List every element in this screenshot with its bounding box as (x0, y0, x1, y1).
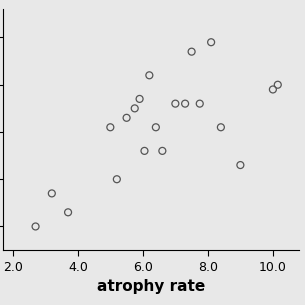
Point (275, 82, 280, 87)
Point (114, 177, 119, 182)
Point (49, 191, 54, 196)
X-axis label: atrophy rate: atrophy rate (97, 279, 205, 294)
Point (209, 40, 213, 45)
Point (197, 101, 202, 106)
Point (66, 210, 70, 215)
Point (173, 101, 178, 106)
Point (271, 87, 275, 92)
Point (142, 149, 147, 153)
Point (147, 73, 152, 78)
Point (183, 101, 188, 106)
Point (108, 125, 113, 130)
Point (137, 96, 142, 101)
Point (238, 163, 243, 167)
Point (33, 224, 38, 229)
Point (132, 106, 137, 111)
Point (189, 49, 194, 54)
Point (160, 149, 165, 153)
Point (153, 125, 158, 130)
Point (124, 115, 129, 120)
Point (218, 125, 223, 130)
